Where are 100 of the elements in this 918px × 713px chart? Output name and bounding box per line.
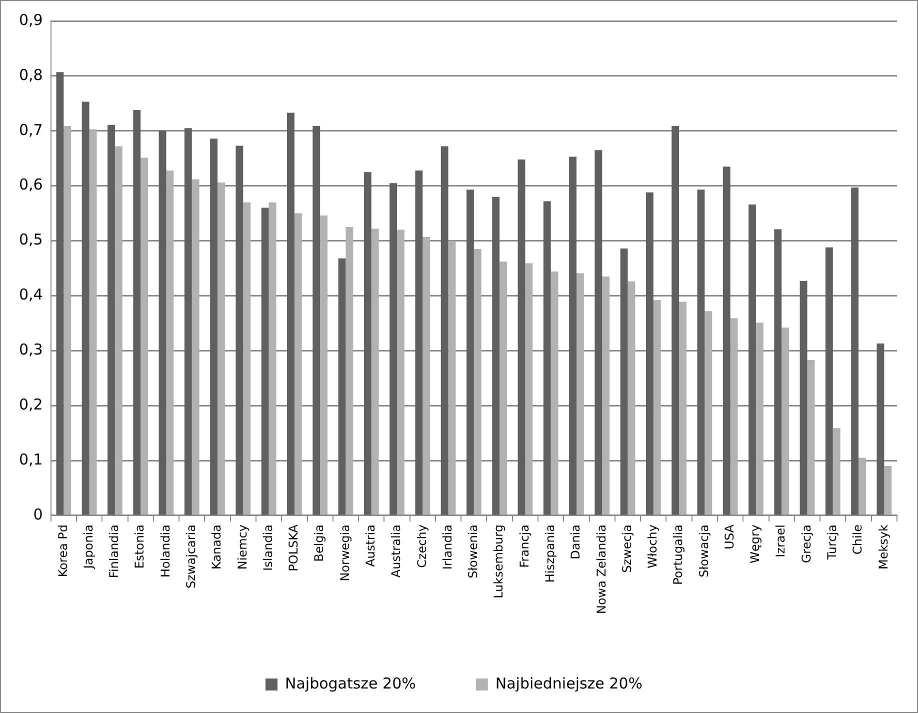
x-tick-label: Estonia (132, 524, 147, 569)
y-tick-label: 0,5 (18, 230, 43, 249)
legend-label: Najbiedniejsze 20% (495, 674, 643, 692)
bar (722, 166, 730, 515)
bar (236, 146, 244, 515)
bar (550, 272, 558, 515)
bar (140, 158, 148, 515)
bar (192, 179, 200, 515)
x-tick-label: Szwajcaria (184, 524, 198, 588)
bar (364, 172, 372, 515)
bar (82, 102, 90, 515)
bar (876, 344, 884, 515)
bar (748, 204, 756, 515)
x-tick-label: Szwecja (620, 524, 634, 573)
bar (312, 126, 320, 515)
x-tick-label: USA (722, 524, 736, 550)
bar (704, 311, 712, 515)
bar (397, 230, 404, 515)
bar (646, 192, 654, 515)
bar (800, 280, 808, 515)
bar (294, 213, 302, 515)
bar (672, 126, 680, 515)
x-tick-label: Dania (568, 524, 583, 560)
x-tick-label: Meksyk (876, 524, 890, 570)
bar (338, 258, 346, 515)
x-tick-label: Irlandia (440, 524, 454, 570)
x-tick-label: Francja (517, 524, 532, 568)
bar (133, 110, 141, 515)
bar (287, 112, 294, 515)
x-tick-label: Portugalia (671, 524, 686, 585)
y-tick-label: 0,7 (18, 120, 43, 139)
y-tick-label: 0,2 (18, 396, 43, 414)
bar (628, 281, 636, 515)
x-tick-label: Norwegia (338, 524, 352, 582)
bar (422, 236, 430, 515)
x-tick-label: Niemcy (235, 524, 250, 570)
bar (268, 202, 276, 515)
bar (243, 202, 251, 515)
y-tick-label: 0,4 (18, 286, 43, 304)
bar (346, 227, 354, 515)
x-tick-label: Słowacja (696, 524, 711, 578)
bar (569, 156, 576, 515)
x-tick-label: Holandia (158, 524, 172, 578)
bar (56, 72, 64, 515)
bar (825, 247, 833, 515)
x-tick-label: Islandia (260, 524, 275, 571)
bar (679, 302, 686, 515)
bar (64, 126, 72, 515)
bar (730, 318, 738, 515)
x-tick-label: Luksemburg (492, 524, 506, 598)
x-tick-label: Węgry (748, 524, 762, 564)
x-tick-label: Austria (363, 524, 378, 567)
bar (440, 146, 448, 515)
bar (602, 276, 610, 515)
x-tick-label: Japonia (81, 524, 96, 570)
y-tick-label: 0,9 (18, 10, 43, 29)
legend-label: Najbogatsze 20% (284, 674, 416, 692)
x-tick-label: Grecja (799, 524, 814, 564)
bar (492, 196, 500, 515)
bar (518, 159, 526, 515)
x-tick-label: POLSKA (286, 524, 301, 572)
bar (210, 138, 218, 515)
bar (158, 130, 166, 515)
y-tick-label: 0,3 (18, 340, 43, 359)
bar (166, 170, 174, 515)
bar (261, 208, 269, 515)
bar (415, 170, 423, 515)
bar (884, 466, 892, 515)
bar (697, 190, 705, 515)
x-tick-label: Izrael (774, 524, 788, 558)
bar (371, 228, 379, 515)
bar (218, 182, 225, 515)
bar (500, 262, 508, 515)
bar (114, 146, 122, 515)
x-tick-label: Chile (850, 524, 865, 555)
y-tick-label: 0,1 (18, 450, 43, 468)
bar (832, 428, 840, 515)
bar (466, 190, 474, 515)
bar (782, 328, 790, 515)
x-tick-label: Włochy (646, 524, 660, 568)
y-tick-label: 0,8 (18, 66, 43, 84)
bar (390, 183, 398, 515)
y-tick-label: 0,6 (18, 176, 43, 194)
x-tick-label: Turcja (825, 524, 840, 561)
bar (108, 124, 115, 515)
bar (620, 248, 628, 515)
bar (594, 150, 602, 515)
x-tick-label: Czechy (414, 524, 429, 568)
bar (184, 128, 192, 515)
x-tick-label: Słowenia (466, 524, 480, 578)
x-tick-label: Kanada (210, 524, 224, 570)
x-tick-label: Korea Pd (56, 524, 70, 578)
bar (858, 458, 866, 515)
x-tick-label: Hiszpania (542, 524, 557, 583)
bar (543, 201, 551, 515)
x-tick-label: Nowa Zelandia (594, 524, 608, 614)
bar (448, 240, 456, 515)
bar (474, 249, 482, 515)
x-tick-label: Finlandia (107, 524, 122, 578)
x-tick-label: Australia (389, 524, 404, 578)
